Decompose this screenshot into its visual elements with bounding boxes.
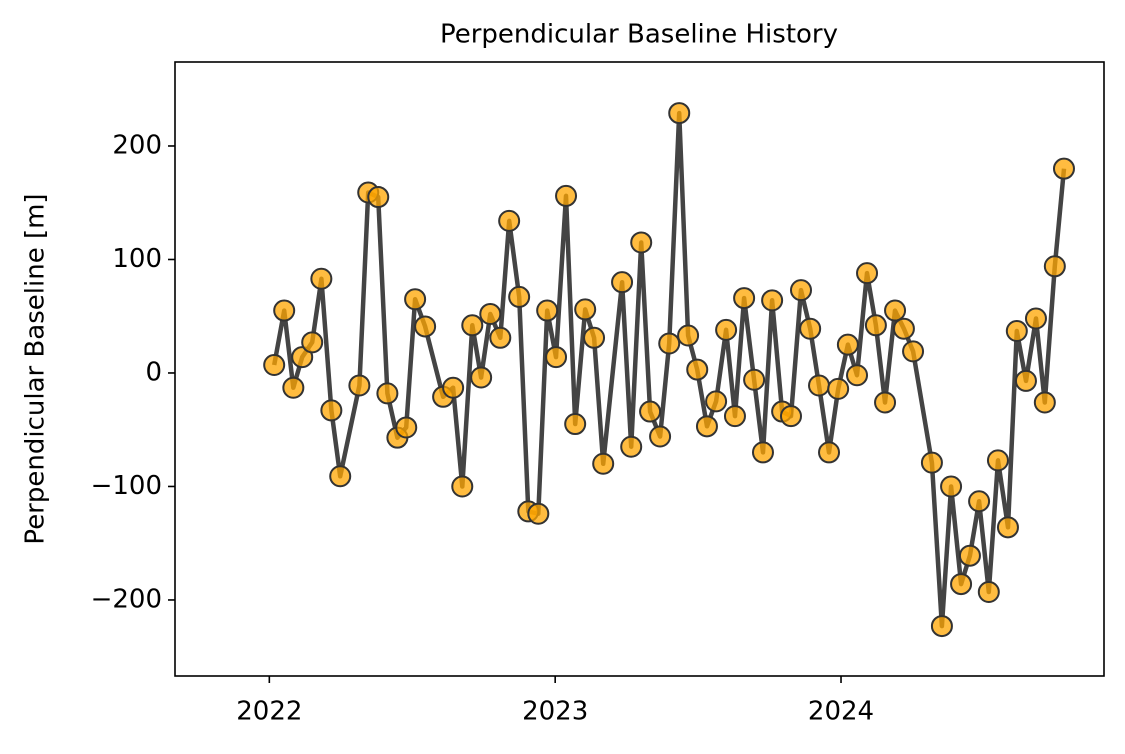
data-point xyxy=(677,324,700,347)
data-point xyxy=(498,209,521,232)
data-point xyxy=(1033,391,1056,414)
data-point xyxy=(827,377,850,400)
data-point xyxy=(414,315,437,338)
plot-frame xyxy=(174,61,1105,677)
data-point xyxy=(508,285,531,308)
data-point xyxy=(779,405,802,428)
data-point xyxy=(282,376,305,399)
data-point xyxy=(639,400,662,423)
data-point xyxy=(301,331,324,354)
data-point xyxy=(958,544,981,567)
data-point xyxy=(536,299,559,322)
data-point xyxy=(395,416,418,439)
data-point xyxy=(930,615,953,638)
data-point xyxy=(461,314,484,337)
data-point xyxy=(743,368,766,391)
series-line xyxy=(271,110,1067,629)
data-point xyxy=(864,314,887,337)
data-point xyxy=(686,358,709,381)
data-point xyxy=(1005,319,1028,342)
data-point xyxy=(451,475,474,498)
data-point xyxy=(583,326,606,349)
data-point xyxy=(996,516,1019,539)
data-point xyxy=(818,441,841,464)
data-point xyxy=(799,317,822,340)
data-point xyxy=(668,102,691,125)
y-tick-label: 100 xyxy=(112,244,162,274)
x-tick-label: 2024 xyxy=(808,697,874,727)
data-point xyxy=(1052,157,1075,180)
data-point xyxy=(658,332,681,355)
data-point xyxy=(920,451,943,474)
data-point xyxy=(940,475,963,498)
data-point xyxy=(986,449,1009,472)
data-point xyxy=(348,374,371,397)
data-point xyxy=(545,346,568,369)
y-tick-label: −100 xyxy=(91,471,162,501)
data-point xyxy=(761,289,784,312)
data-point xyxy=(715,318,738,341)
data-point xyxy=(874,391,897,414)
data-point xyxy=(968,490,991,513)
data-point xyxy=(733,287,756,310)
data-point xyxy=(846,364,869,387)
y-tick-label: 200 xyxy=(112,130,162,160)
data-point xyxy=(611,271,634,294)
data-point xyxy=(649,425,672,448)
data-point xyxy=(555,184,578,207)
data-point xyxy=(695,415,718,438)
data-point xyxy=(376,382,399,405)
chart-title: Perpendicular Baseline History xyxy=(440,20,838,50)
data-point xyxy=(630,231,653,254)
data-point xyxy=(470,366,493,389)
data-point xyxy=(1024,307,1047,330)
data-point xyxy=(836,333,859,356)
data-point xyxy=(574,298,597,321)
y-tick-label: 0 xyxy=(145,357,162,387)
data-point xyxy=(1043,255,1066,278)
x-tick-label: 2022 xyxy=(236,697,302,727)
data-point xyxy=(892,317,915,340)
data-point xyxy=(1014,369,1037,392)
data-point xyxy=(263,354,286,377)
data-point xyxy=(479,302,502,325)
data-point xyxy=(489,326,512,349)
y-tick-label: −200 xyxy=(91,584,162,614)
data-point xyxy=(564,413,587,436)
data-point xyxy=(329,465,352,488)
data-point xyxy=(950,573,973,596)
data-point xyxy=(527,502,550,525)
data-point xyxy=(620,435,643,458)
data-point xyxy=(884,299,907,322)
data-point xyxy=(808,374,831,397)
data-point xyxy=(856,262,879,285)
data-point xyxy=(790,279,813,302)
data-point xyxy=(705,390,728,413)
data-point xyxy=(442,376,465,399)
data-point xyxy=(273,299,296,322)
data-point xyxy=(310,267,333,290)
data-point xyxy=(723,405,746,428)
data-point xyxy=(404,288,427,311)
data-point xyxy=(902,340,925,363)
data-point xyxy=(367,186,390,209)
data-point xyxy=(977,581,1000,604)
x-tick-label: 2023 xyxy=(522,697,588,727)
y-axis-label: Perpendicular Baseline [m] xyxy=(21,193,51,544)
data-point xyxy=(751,441,774,464)
data-point xyxy=(592,452,615,475)
data-point xyxy=(320,399,343,422)
